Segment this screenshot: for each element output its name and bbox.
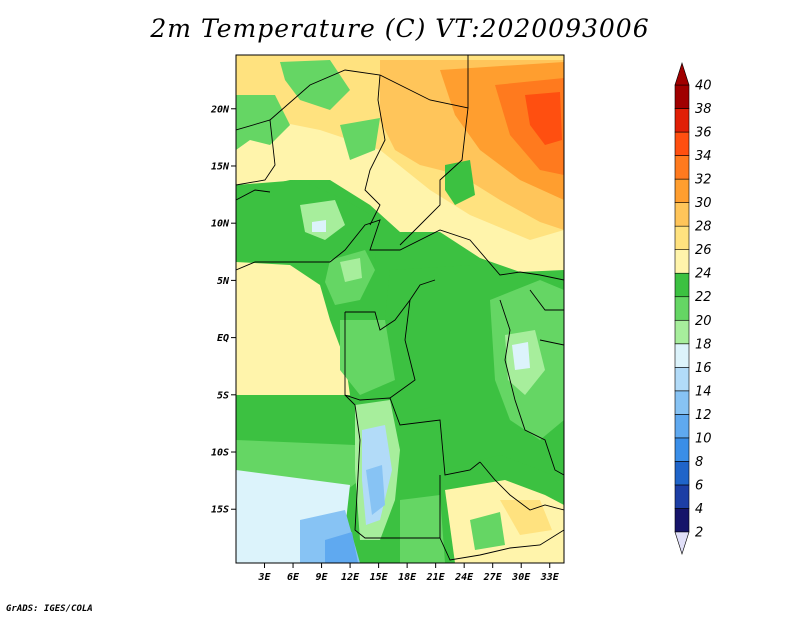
- colorbar-swatch: [674, 131, 690, 156]
- colorbar-swatch: [674, 296, 690, 321]
- colorbar-swatch: [674, 437, 690, 462]
- colorbar-level-label: 32: [695, 173, 712, 188]
- grads-credit: GrADS: IGES/COLA: [6, 604, 93, 614]
- colorbar-min-arrow: [674, 531, 690, 555]
- country-borders: [236, 55, 564, 561]
- colorbar-swatch: [674, 225, 690, 250]
- lon-tick-label: 33E: [540, 572, 560, 583]
- colorbar-swatch: [674, 343, 690, 368]
- colorbar-level-label: 18: [695, 337, 712, 352]
- colorbar-swatch: [674, 484, 690, 509]
- colorbar-level-label: 10: [695, 431, 712, 446]
- colorbar-swatch: [674, 249, 690, 274]
- lat-tick-label: 15S: [211, 505, 229, 516]
- colorbar-swatch: [674, 367, 690, 392]
- colorbar-level-label: 14: [695, 384, 712, 399]
- lon-tick-label: 6E: [287, 572, 300, 583]
- colorbar-level-label: 8: [695, 455, 703, 470]
- colorbar-max-arrow: [674, 62, 690, 86]
- colorbar-level-label: 4: [695, 502, 703, 517]
- lat-tick-label: 5N: [217, 276, 230, 287]
- colorbar-swatch: [674, 508, 690, 533]
- colorbar-level-label: 26: [695, 243, 712, 258]
- colorbar-level-label: 30: [695, 196, 712, 211]
- lat-tick-label: 15N: [211, 161, 230, 172]
- colorbar-swatch: [674, 461, 690, 486]
- colorbar-level-label: 2: [695, 526, 703, 541]
- colorbar-level-label: 38: [695, 102, 712, 117]
- lat-tick-label: 10S: [211, 448, 229, 459]
- colorbar-swatch: [674, 202, 690, 227]
- lon-tick-label: 27E: [483, 572, 503, 583]
- colorbar-level-label: 6: [695, 478, 703, 493]
- latitude-axis: 20N 15N 10N 5N EQ 5S 10S 15S: [210, 104, 236, 516]
- colorbar-level-label: 22: [695, 290, 712, 305]
- colorbar-swatch: [674, 272, 690, 298]
- lon-tick-label: 21E: [426, 572, 446, 583]
- lon-tick-label: 12E: [341, 572, 360, 583]
- lat-tick-label: 5S: [217, 390, 229, 401]
- lon-tick-label: 24E: [454, 572, 474, 583]
- colorbar-swatch: [674, 178, 690, 203]
- temperature-field: [236, 55, 564, 563]
- lat-tick-label: 20N: [210, 104, 230, 115]
- colorbar-swatch: [674, 414, 690, 439]
- colorbar-swatch: [674, 84, 690, 109]
- lon-tick-label: 3E: [257, 572, 271, 583]
- longitude-axis: 3E 6E 9E 12E 15E 18E 21E 24E 27E 30E 33E: [257, 563, 560, 583]
- lon-tick-label: 15E: [370, 572, 389, 583]
- lon-tick-label: 30E: [511, 572, 531, 583]
- colorbar-swatch: [674, 108, 690, 133]
- colorbar-swatch: [674, 155, 690, 180]
- lon-tick-label: 18E: [398, 572, 417, 583]
- colorbar-level-label: 36: [695, 126, 712, 141]
- colorbar-level-label: 20: [695, 314, 712, 329]
- colorbar-level-label: 40: [695, 79, 712, 94]
- map-title: 2m Temperature (C) VT:2020093006: [150, 14, 650, 43]
- colorbar-level-label: 12: [695, 408, 712, 423]
- colorbar-swatch: [674, 390, 690, 415]
- colorbar-level-label: 28: [695, 220, 712, 235]
- colorbar-level-label: 34: [695, 149, 712, 164]
- colorbar-level-label: 24: [695, 267, 712, 282]
- lat-tick-label: 10N: [211, 219, 230, 230]
- lat-tick-label: EQ: [217, 333, 229, 344]
- map-frame: [235, 54, 565, 564]
- colorbar-swatch: [674, 319, 690, 345]
- lon-tick-label: 9E: [316, 572, 329, 583]
- colorbar-level-label: 16: [695, 361, 712, 376]
